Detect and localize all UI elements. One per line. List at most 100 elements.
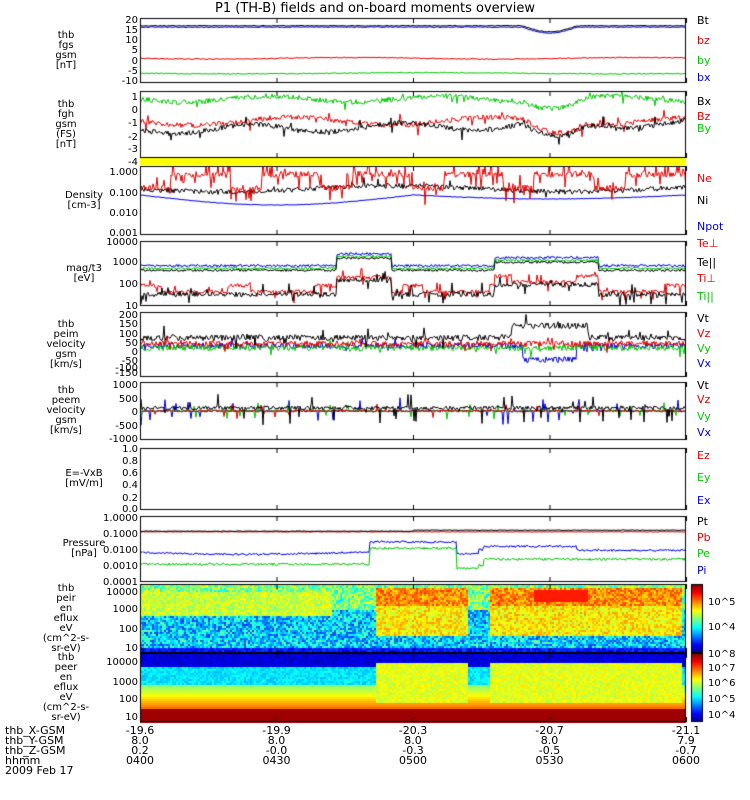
pressure-ytick: 0.0010 (103, 561, 138, 572)
fgs-ytick: -5 (128, 66, 138, 77)
ylabel-line: eV (59, 622, 73, 634)
efield-ytick: 0.8 (122, 456, 138, 467)
efield-ylabel: E=-VxB [mV/m] (49, 469, 119, 489)
ylabel-line: fgs (58, 39, 74, 51)
fgs-legend-item: Bt (697, 14, 709, 27)
pressure-legend-item: Pb (697, 531, 711, 544)
ylabel-line: thb (57, 385, 75, 396)
peir-colorbar-label: 10^5 (708, 597, 736, 608)
peem-ytick: 1000 (112, 380, 138, 391)
ylabel-line: velocity (46, 405, 86, 416)
peer-ytick: 100 (118, 694, 138, 705)
efield-ytick: 0.0 (122, 504, 138, 515)
ephemeris-value: -0.7 (675, 744, 697, 757)
peem-ytick: 0 (131, 407, 138, 418)
ylabel-line: thb (57, 98, 75, 110)
ephemeris-value: 8.0 (540, 734, 559, 747)
fgs-ytick: 20 (125, 15, 138, 26)
peem-ytick: -500 (115, 421, 138, 432)
peer-ytick: 1000 (112, 677, 138, 688)
peim-legend-item: Vt (697, 312, 709, 325)
plot-title: P1 (TH-B) fields and on-board moments ov… (215, 1, 535, 16)
plot-date: 2009 Feb 17 (5, 764, 74, 777)
peir-ylabel: thb peir en eflux eV (cm^2-s-sr-eV) (31, 583, 101, 654)
peim-ytick: 100 (118, 329, 138, 340)
fgh-ytick: -1 (128, 118, 138, 129)
ylabel-line: [nT] (55, 59, 77, 71)
ephemeris-value: 0.2 (131, 744, 149, 757)
ylabel-line: [nT] (55, 138, 77, 150)
efield-ytick: 0.4 (122, 480, 138, 491)
peir-ytick: 1000 (112, 604, 138, 615)
ephemeris-row-name: thb_Z-GSM (5, 744, 66, 757)
fgs-ytick: 10 (125, 35, 138, 46)
ephemeris-value: 0500 (399, 754, 427, 767)
ephemeris-value: -20.7 (535, 724, 564, 737)
ylabel-line: [eV] (73, 272, 95, 284)
peim-ytick: 0 (131, 347, 138, 358)
peim-legend-item: Vx (697, 357, 712, 370)
ephemeris-value: -19.6 (125, 724, 155, 737)
peim-ylabel: thb peim velocity gsm [km/s] (31, 319, 101, 370)
peer-colorbar-label: 10^5 (708, 694, 736, 705)
ephemeris-value: -21.1 (671, 724, 701, 737)
peem-ytick: -1000 (108, 434, 138, 445)
peer-colorbar-label: 10^8 (708, 649, 736, 660)
density-ylabel: Density [cm-3] (49, 189, 119, 211)
density-ytick: 0.010 (109, 208, 138, 219)
temp-ylabel: mag/t3 [eV] (49, 263, 119, 284)
ephemeris-value: 0530 (535, 754, 564, 767)
peem-legend-item: Vz (697, 393, 711, 406)
efield-legend-item: Ez (697, 449, 710, 462)
ephemeris-value: 0430 (262, 754, 291, 767)
temp-ytick: 100 (118, 279, 138, 290)
fgh-legend-item: Bx (697, 95, 712, 108)
ephemeris-value: 7.9 (677, 734, 695, 747)
density-ytick: 1.000 (109, 167, 138, 178)
ephemeris-value: 0400 (126, 754, 154, 767)
ephemeris-value: 8.0 (267, 734, 286, 747)
fgh-ytick: -2 (128, 132, 138, 143)
density-ytick: 0.001 (109, 228, 138, 239)
ylabel-line: eflux (53, 612, 79, 624)
ephemeris-value: -0.0 (265, 744, 288, 757)
ylabel-line: thb (57, 29, 75, 41)
efield-ytick: 1.0 (122, 444, 138, 455)
ylabel-line: [nPa] (71, 548, 97, 559)
ephemeris-value: -20.3 (398, 724, 428, 737)
pressure-legend-item: Pt (697, 515, 708, 528)
ephemeris-row-name: hhmm (5, 754, 41, 767)
ylabel-line: Density (64, 189, 104, 201)
pressure-legend-item: Pi (697, 564, 707, 577)
ylabel-line: gsm (55, 348, 77, 360)
fgs-legend-item: by (697, 54, 711, 67)
fgh-ytick: -3 (128, 144, 138, 155)
fgh-ylabel: thb fgh gsm (FS) [nT] (31, 98, 101, 150)
fgs-legend-item: bx (697, 71, 711, 84)
efield-legend-item: Ex (697, 494, 711, 507)
temp-ytick: 1000 (112, 257, 138, 268)
peir-ytick: 10000 (106, 587, 138, 598)
density-legend-item: Ni (697, 194, 709, 207)
ylabel-line: gsm (55, 49, 77, 61)
peim-ytick: -50 (121, 356, 138, 367)
fgh-ytick: 1 (131, 92, 138, 103)
peer-colorbar-label: 10^7 (708, 663, 736, 674)
ylabel-line: peir (56, 592, 76, 604)
ephemeris-value: -19.9 (262, 724, 291, 737)
peem-ytick: 500 (118, 394, 138, 405)
pressure-ytick: 0.1000 (103, 529, 138, 540)
ylabel-line: eflux (53, 681, 79, 693)
fgh-ytick: -4 (128, 157, 138, 168)
peer-colorbar-label: 10^4 (708, 710, 736, 721)
peem-legend-item: Vt (697, 379, 709, 392)
ylabel-line: en (59, 602, 73, 614)
ylabel-line: [km/s] (50, 425, 82, 436)
pressure-ytick: 0.0100 (103, 545, 138, 556)
ephemeris-value: 8.0 (404, 734, 422, 747)
density-ytick: 0.100 (109, 188, 138, 199)
temp-ytick: 10000 (106, 237, 138, 248)
peem-legend-item: Vy (697, 410, 711, 423)
density-legend-item: Npot (697, 220, 724, 233)
